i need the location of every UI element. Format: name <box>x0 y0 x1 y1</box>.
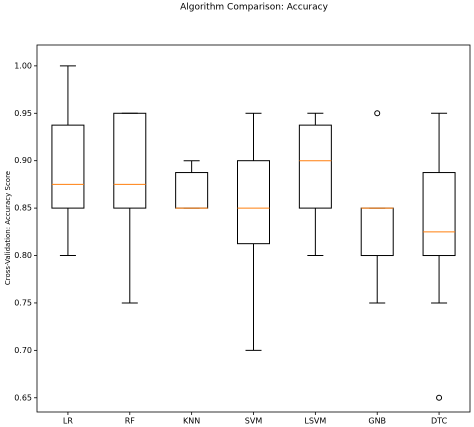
x-tick-label: RF <box>125 417 136 426</box>
box <box>113 112 147 209</box>
x-tick-label: LSVM <box>304 417 326 426</box>
x-tick-label: LR <box>63 417 73 426</box>
x-tick-label: DTC <box>431 417 448 426</box>
flier <box>436 394 443 401</box>
y-tick-label: 0.90 <box>14 156 32 165</box>
y-axis-label: Cross-Validation: Accuracy Score <box>4 171 12 285</box>
y-tick-label: 0.65 <box>14 393 32 402</box>
x-tick-label: GNB <box>368 417 386 426</box>
chart-title: Algorithm Comparison: Accuracy <box>180 3 328 13</box>
box <box>422 172 456 257</box>
x-tick-label: KNN <box>183 417 200 426</box>
box <box>51 124 85 209</box>
box <box>360 207 394 257</box>
y-tick-label: 0.95 <box>14 109 32 118</box>
x-tick-label: SVM <box>245 417 263 426</box>
box <box>237 160 270 245</box>
flier <box>374 110 381 117</box>
y-tick-label: 0.70 <box>14 346 32 355</box>
y-tick-label: 0.80 <box>14 251 32 260</box>
box <box>175 172 209 209</box>
box <box>298 124 332 209</box>
y-tick-label: 0.85 <box>14 204 32 213</box>
plot-frame <box>36 44 471 413</box>
y-tick-label: 0.75 <box>14 298 32 307</box>
y-tick-label: 1.00 <box>14 61 32 70</box>
